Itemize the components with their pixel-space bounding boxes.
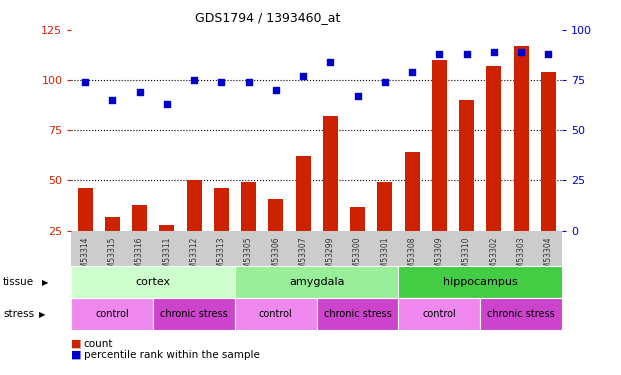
Text: stress: stress [3,309,34,319]
Bar [186,180,202,281]
Point [407,69,417,75]
Text: control: control [422,309,456,319]
Point [271,87,281,93]
Text: cortex: cortex [135,277,171,287]
Text: count: count [84,339,114,349]
Bar [214,189,229,281]
Point [380,79,390,85]
Text: chronic stress: chronic stress [324,309,391,319]
Text: tissue: tissue [3,277,34,287]
Text: hippocampus: hippocampus [443,277,518,287]
Text: GDS1794 / 1393460_at: GDS1794 / 1393460_at [195,11,340,24]
Point [162,101,172,107]
Text: ■: ■ [71,339,82,349]
Text: ■: ■ [71,350,82,360]
Text: percentile rank within the sample: percentile rank within the sample [84,350,260,360]
Point [135,89,145,95]
Bar [323,116,338,281]
Text: ▶: ▶ [42,278,48,286]
Bar [268,198,283,281]
Point [434,51,444,57]
Point [489,49,499,55]
Text: control: control [96,309,129,319]
Bar [378,183,392,281]
Bar [241,183,256,281]
Text: control: control [259,309,292,319]
Bar [405,152,420,281]
Bar [514,46,528,281]
Text: ▶: ▶ [39,310,45,319]
Text: amygdala: amygdala [289,277,345,287]
Point [325,59,335,65]
Bar [78,189,93,281]
Point [461,51,471,57]
Bar [486,66,501,281]
Bar [350,207,365,281]
Point [216,79,226,85]
Text: chronic stress: chronic stress [487,309,555,319]
Point [107,97,117,103]
Point [298,73,308,79]
Point [543,51,553,57]
Bar [105,217,120,281]
Point [80,79,90,85]
Text: chronic stress: chronic stress [160,309,228,319]
Point [516,49,526,55]
Bar [459,100,474,281]
Point [189,77,199,83]
Point [243,79,253,85]
Bar [432,60,447,281]
Point [353,93,363,99]
Bar [160,225,175,281]
Bar [132,204,147,281]
Bar [296,156,310,281]
Bar [541,72,556,281]
